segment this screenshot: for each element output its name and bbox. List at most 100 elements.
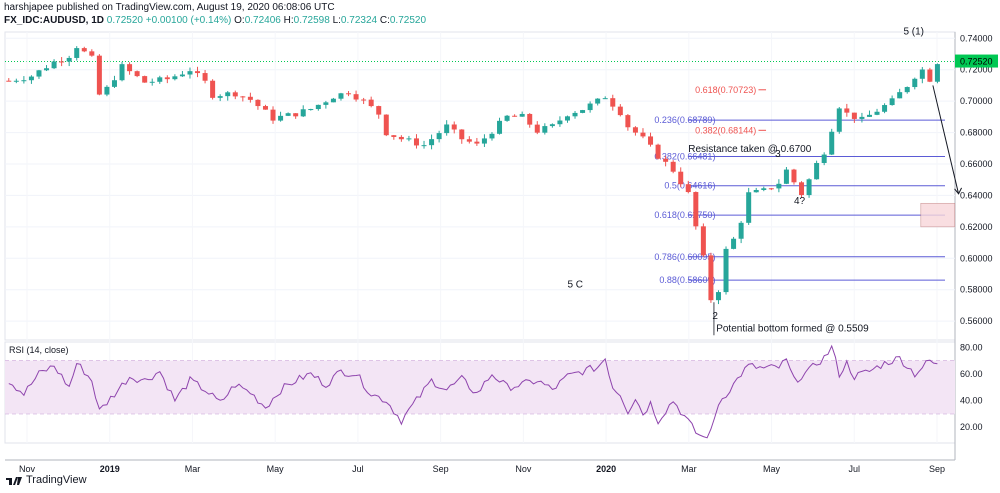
candle-body — [806, 179, 812, 196]
rsi-title: RSI (14, close) — [9, 345, 69, 355]
candle-body — [625, 115, 631, 128]
candle-body — [617, 106, 623, 116]
candle-body — [663, 158, 669, 162]
candle-body — [602, 98, 608, 100]
chart-annotation: 2 — [712, 311, 718, 322]
candle-body — [731, 238, 737, 249]
candle-body — [285, 113, 291, 116]
close-value: 0.72520 — [389, 15, 427, 26]
projection-arrow — [932, 85, 960, 194]
candle-body — [315, 104, 321, 110]
candle-body — [164, 77, 170, 80]
time-tick-label: Mar — [185, 464, 201, 474]
candle-body — [119, 64, 125, 81]
candle-body — [527, 113, 533, 125]
candle-body — [391, 135, 397, 137]
candle-body — [6, 80, 12, 82]
close-label: C: — [379, 15, 390, 26]
candle-body — [353, 94, 359, 100]
candle-body — [474, 141, 480, 144]
price-tick-label: 0.72000 — [960, 65, 993, 75]
candle-body — [270, 109, 276, 121]
candle-body — [104, 86, 110, 95]
candle-body — [225, 92, 231, 97]
price-tick-label: 0.64000 — [960, 190, 993, 200]
symbol-name[interactable]: FX_IDC:AUDUSD, 1D — [4, 15, 105, 26]
price-change: +0.00100 (+0.14%) — [145, 15, 232, 26]
rsi-path — [8, 344, 938, 439]
candle-body — [632, 127, 638, 133]
candle-body — [799, 182, 805, 196]
candle-body — [323, 102, 329, 105]
high-value: 0.72598 — [293, 15, 330, 26]
candle-body — [187, 71, 193, 75]
candle-body — [406, 138, 412, 140]
candle-body — [504, 115, 510, 121]
candle-body — [859, 116, 865, 119]
current-price-label: 0.72520 — [960, 57, 993, 67]
chart-annotation: Potential bottom formed @ 0.5509 — [716, 323, 869, 334]
target-label: 0.382(0.68144) — [695, 125, 756, 135]
candles — [6, 46, 940, 305]
candle-body — [413, 138, 419, 146]
candle-body — [255, 99, 261, 107]
price-tick-label: 0.66000 — [960, 159, 993, 169]
tradingview-logo[interactable]: TradingView — [6, 474, 87, 486]
candle-body — [36, 70, 42, 77]
rsi-line — [8, 344, 938, 439]
fib-label: 0.786(0.60095) — [654, 252, 715, 262]
time-tick-label: May — [267, 464, 285, 474]
candle-body — [149, 81, 155, 83]
candle-body — [648, 136, 654, 145]
time-tick-label: Sep — [433, 464, 449, 474]
price-tick-label: 0.62000 — [960, 222, 993, 232]
candle-body — [768, 188, 774, 190]
chart-annotation: 3 — [775, 149, 781, 160]
candle-body — [587, 103, 593, 111]
axes: 0.74000 0.72000 0.70000 0.68000 0.66000 0.640… — [9, 33, 998, 474]
candle-body — [51, 61, 57, 69]
candle-body — [897, 92, 903, 99]
low-value: 0.72324 — [340, 15, 378, 26]
target-label: 0.618(0.70723) — [695, 85, 756, 95]
candle-body — [81, 48, 87, 52]
candle-body — [66, 57, 72, 62]
time-tick-label: Mar — [681, 464, 697, 474]
candle-body — [330, 98, 336, 103]
candle-body — [21, 80, 27, 82]
candle-body — [59, 61, 65, 63]
open-value: 0.72406 — [244, 15, 281, 26]
candle-body — [678, 171, 684, 185]
candle-body — [693, 192, 699, 227]
candle-body — [889, 98, 895, 106]
high-label: H: — [283, 15, 294, 26]
time-tick-label: 2019 — [100, 464, 120, 474]
candle-body — [44, 68, 50, 71]
candle-body — [715, 292, 721, 301]
candle-body — [179, 74, 185, 77]
candle-body — [685, 184, 691, 193]
candle-body — [28, 76, 34, 81]
price-tick-label: 0.74000 — [960, 33, 993, 43]
candle-body — [814, 162, 820, 180]
candle-body — [851, 112, 857, 119]
candle-body — [361, 99, 367, 101]
candle-body — [444, 124, 450, 134]
candle-body — [783, 169, 789, 184]
candle-body — [580, 110, 586, 113]
candle-body — [836, 108, 842, 132]
candle-body — [142, 76, 148, 83]
candle-body — [466, 139, 472, 142]
rsi-tick-label: 60.00 — [960, 369, 983, 379]
candle-body — [738, 222, 744, 239]
chart-annotation: Resistance taken @ 0.6700 — [688, 144, 811, 155]
candle-body — [829, 131, 835, 155]
price-tick-label: 0.60000 — [960, 253, 993, 263]
price-tick-label: 0.70000 — [960, 96, 993, 106]
candle-body — [557, 120, 563, 125]
candle-body — [262, 106, 268, 110]
candle-body — [398, 136, 404, 140]
candle-body — [383, 114, 389, 136]
